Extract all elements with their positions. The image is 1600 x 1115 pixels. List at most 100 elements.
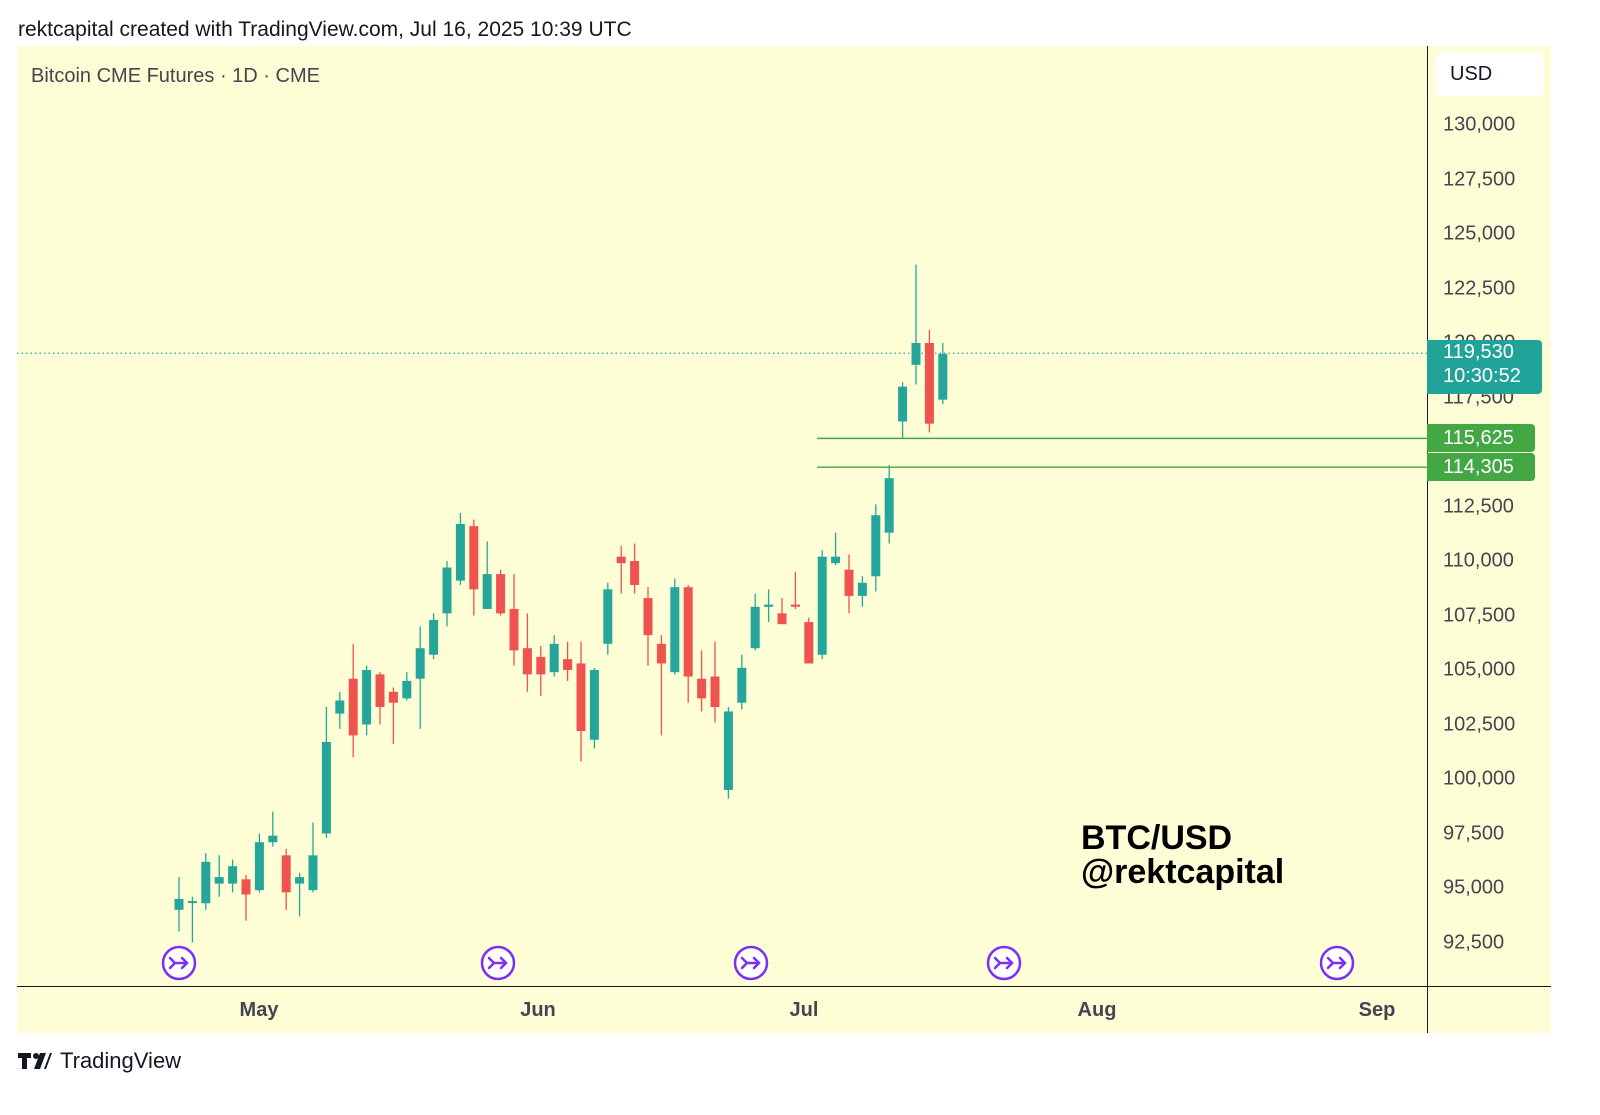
candle-up xyxy=(228,866,238,884)
price-tick-label: 102,500 xyxy=(1443,713,1516,735)
candle-up xyxy=(549,643,559,673)
candle-down xyxy=(804,622,814,664)
candle-down xyxy=(697,678,707,699)
candle-down xyxy=(375,674,385,708)
candle-up xyxy=(898,386,908,422)
price-tick-label: 97,500 xyxy=(1443,822,1505,844)
candle-up xyxy=(884,478,894,533)
candle-down xyxy=(522,648,532,675)
bar-countdown: 10:30:52 xyxy=(1443,365,1521,387)
candle-up xyxy=(415,648,425,679)
candle-up xyxy=(429,619,439,655)
event-marker-icon[interactable] xyxy=(986,945,1022,981)
candle-up xyxy=(187,901,197,904)
candle-up xyxy=(911,343,921,365)
event-marker-icon[interactable] xyxy=(733,945,769,981)
tradingview-logo-icon xyxy=(18,1053,52,1069)
candle-up xyxy=(589,670,599,740)
currency-button[interactable]: USD xyxy=(1436,52,1544,96)
price-tick-label: 107,500 xyxy=(1443,604,1516,626)
candle-down xyxy=(281,855,291,893)
watermark-line2: @rektcapital xyxy=(1081,853,1285,891)
symbol-title[interactable]: Bitcoin CME Futures · 1D · CME xyxy=(31,65,320,87)
last-price-badge: 119,530 10:30:52 xyxy=(1427,340,1542,394)
month-label-sep: Sep xyxy=(1358,999,1396,1021)
month-label-jun: Jun xyxy=(520,999,556,1021)
price-tick-label: 105,000 xyxy=(1443,658,1516,681)
candle-down xyxy=(710,676,720,708)
candle-up xyxy=(603,589,613,644)
candle-down xyxy=(844,569,854,596)
candle-up xyxy=(362,670,372,725)
candle-down xyxy=(348,678,358,736)
time-axis[interactable]: May Jun Jul Aug Sep xyxy=(17,986,1427,1034)
candle-down xyxy=(241,879,251,895)
candle-up xyxy=(321,741,331,834)
candle-up xyxy=(764,604,774,607)
candle-up xyxy=(442,567,452,614)
price-tick-label: 92,500 xyxy=(1443,931,1505,953)
axis-corner-line xyxy=(1427,986,1551,987)
candle-up xyxy=(938,353,948,400)
candle-up xyxy=(268,835,278,843)
footer-brand-label: TradingView xyxy=(60,1048,182,1073)
candlestick-plot[interactable] xyxy=(17,46,1427,986)
candle-down xyxy=(790,604,800,607)
price-axis[interactable]: USD 130,000127,500125,000122,500120,0001… xyxy=(1427,46,1552,1033)
candle-down xyxy=(496,574,506,614)
level-badge-upper: 115,625 xyxy=(1427,424,1535,452)
price-tick-label: 95,000 xyxy=(1443,876,1505,899)
candle-up xyxy=(402,680,412,699)
candle-up xyxy=(295,877,305,884)
last-price-value: 119,530 xyxy=(1443,341,1514,363)
candle-up xyxy=(670,587,680,673)
candle-up xyxy=(857,582,867,596)
candle-up xyxy=(308,855,318,891)
month-label-may: May xyxy=(239,999,279,1021)
footer-brand: TradingView xyxy=(18,1048,181,1074)
candle-up xyxy=(871,515,881,577)
event-marker-icon[interactable] xyxy=(161,945,197,981)
candle-down xyxy=(777,613,787,625)
event-marker-icon[interactable] xyxy=(480,945,516,981)
candle-up xyxy=(214,877,224,884)
candle-up xyxy=(254,842,264,891)
price-tick-label: 100,000 xyxy=(1443,767,1516,790)
candle-up xyxy=(201,861,211,904)
candle-down xyxy=(536,656,546,675)
level-badge-lower: 114,305 xyxy=(1427,453,1535,481)
plot-area[interactable]: Bitcoin CME Futures · 1D · CME BTC/USD @… xyxy=(17,46,1427,986)
candle-up xyxy=(817,556,827,655)
price-tick-label: 110,000 xyxy=(1443,549,1514,572)
event-marker-icon[interactable] xyxy=(1319,945,1355,981)
candle-down xyxy=(576,663,586,732)
month-label-jul: Jul xyxy=(789,999,819,1021)
candle-down xyxy=(469,526,479,590)
candle-down xyxy=(563,659,573,670)
candle-down xyxy=(509,608,519,651)
candle-up xyxy=(723,711,733,790)
watermark-line1: BTC/USD xyxy=(1081,819,1233,857)
candle-up xyxy=(750,606,760,649)
candle-down xyxy=(656,643,666,664)
candle-up xyxy=(335,700,345,714)
candle-up xyxy=(455,523,465,581)
candle-up xyxy=(737,667,747,703)
price-tick-label: 122,500 xyxy=(1443,277,1516,299)
candle-down xyxy=(643,598,653,636)
candle-up xyxy=(482,574,492,609)
candle-down xyxy=(388,691,398,703)
price-tick-label: 127,500 xyxy=(1443,168,1516,190)
candle-down xyxy=(630,561,640,585)
candle-down xyxy=(924,343,934,424)
candle-down xyxy=(616,556,626,564)
candle-down xyxy=(683,587,693,677)
candle-up xyxy=(831,556,841,564)
watermark: BTC/USD @rektcapital xyxy=(1081,821,1284,889)
price-tick-label: 130,000 xyxy=(1443,113,1516,136)
price-tick-label: 125,000 xyxy=(1443,222,1516,245)
chart-caption: rektcapital created with TradingView.com… xyxy=(18,18,632,41)
month-label-aug: Aug xyxy=(1077,999,1117,1021)
price-tick-label: 112,500 xyxy=(1443,495,1514,517)
chart-frame[interactable]: Bitcoin CME Futures · 1D · CME BTC/USD @… xyxy=(17,46,1551,1033)
